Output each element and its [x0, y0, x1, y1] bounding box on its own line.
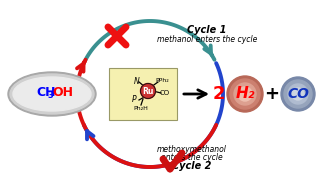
Text: P: P	[132, 94, 136, 104]
Text: Cycle 2: Cycle 2	[172, 161, 212, 171]
Text: Ph₂H: Ph₂H	[134, 105, 148, 111]
Text: enters the cycle: enters the cycle	[161, 153, 223, 161]
Text: methanol enters the cycle: methanol enters the cycle	[157, 35, 257, 43]
Text: methoxymethanol: methoxymethanol	[157, 145, 227, 153]
Text: CO: CO	[160, 90, 170, 96]
Text: H₂: H₂	[235, 87, 255, 101]
Text: N: N	[134, 77, 140, 85]
Ellipse shape	[8, 72, 96, 116]
Text: PPh₂: PPh₂	[155, 78, 169, 84]
Text: Cycle 1: Cycle 1	[187, 25, 227, 35]
Ellipse shape	[13, 77, 91, 111]
Text: OH: OH	[52, 85, 73, 98]
Text: 2: 2	[213, 85, 225, 103]
Circle shape	[238, 87, 252, 101]
Circle shape	[281, 77, 315, 111]
Ellipse shape	[10, 74, 94, 114]
FancyBboxPatch shape	[109, 68, 177, 120]
Circle shape	[234, 83, 256, 105]
Circle shape	[230, 79, 260, 109]
Circle shape	[284, 80, 312, 108]
Text: CO: CO	[287, 87, 309, 101]
Circle shape	[140, 84, 155, 98]
Text: +: +	[265, 85, 279, 103]
Text: 3: 3	[47, 91, 53, 101]
Text: CH: CH	[36, 85, 56, 98]
Circle shape	[288, 84, 308, 104]
Circle shape	[227, 76, 263, 112]
Text: Ru: Ru	[142, 87, 154, 95]
Circle shape	[292, 88, 304, 100]
